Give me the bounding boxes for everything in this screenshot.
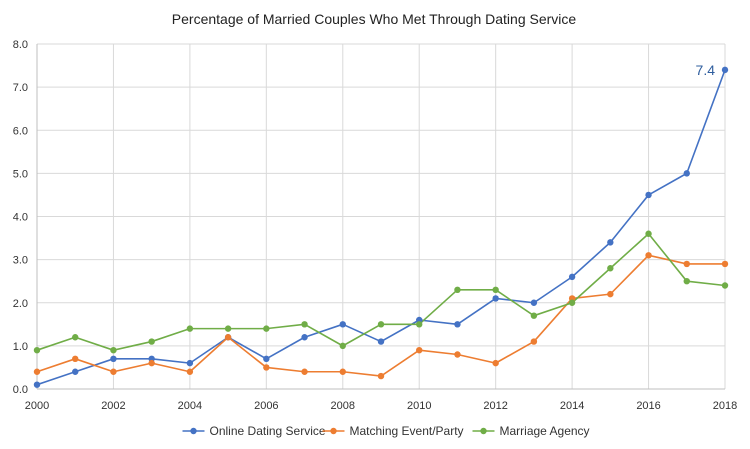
data-point-matching-event-party	[416, 346, 423, 354]
data-point-online-dating-service	[492, 295, 499, 302]
x-axis-ticks: 2000 2002 2004 2006 2008 2010 2012 2014 2016 2018	[25, 400, 737, 412]
x-tick-label: 2018	[713, 400, 737, 412]
data-point-online-dating-service	[568, 273, 576, 281]
data-point-marriage-agency	[339, 342, 346, 350]
data-point-marriage-agency	[454, 286, 461, 294]
x-tick-label: 2000	[25, 400, 49, 412]
data-point-matching-event-party	[377, 372, 385, 380]
y-tick-label: 7.0	[13, 82, 28, 94]
data-point-marriage-agency	[645, 230, 652, 237]
legend-item-marriage-agency: Marriage Agency	[472, 424, 590, 438]
data-point-matching-event-party	[339, 368, 346, 375]
data-point-matching-event-party	[301, 368, 308, 375]
series-line-matching-event-party	[36, 254, 725, 377]
series-line-marriage-agency	[36, 232, 726, 351]
data-point-marriage-agency	[683, 277, 690, 285]
annotations: 7.4	[696, 62, 716, 78]
data-point-marriage-agency	[530, 312, 538, 319]
x-tick-label: 2010	[407, 400, 431, 412]
y-tick-label: 1.0	[13, 341, 28, 353]
data-point-matching-event-party	[72, 355, 79, 363]
data-point-online-dating-service	[721, 66, 729, 74]
legend: Online Dating Service Matching Event/Part…	[182, 424, 590, 438]
legend-item-matching-event-party: Matching Event/Party	[322, 424, 464, 438]
legend-swatch-marker	[330, 427, 337, 435]
x-tick-label: 2002	[101, 400, 125, 412]
data-point-online-dating-service	[72, 368, 79, 375]
legend-label: Matching Event/Party	[350, 424, 464, 438]
y-tick-label: 0.0	[13, 384, 28, 396]
axes	[36, 44, 725, 390]
y-tick-label: 8.0	[13, 39, 28, 51]
data-point-matching-event-party	[492, 359, 499, 367]
data-point-online-dating-service	[33, 381, 41, 388]
data-point-online-dating-service	[339, 321, 346, 328]
chart-title: Percentage of Married Couples Who Met Th…	[172, 11, 577, 27]
y-tick-label: 5.0	[13, 168, 28, 180]
x-tick-label: 2012	[483, 400, 507, 412]
legend-item-online-dating-service: Online Dating Service	[182, 424, 326, 438]
data-point-matching-event-party	[33, 368, 41, 375]
data-point-marriage-agency	[148, 338, 155, 345]
data-point-online-dating-service	[263, 355, 270, 363]
x-tick-label: 2004	[178, 400, 202, 412]
legend-swatch-marker	[190, 427, 197, 435]
data-point-matching-event-party	[186, 368, 194, 375]
data-point-marriage-agency	[301, 321, 308, 328]
data-point-online-dating-service	[301, 334, 308, 341]
data-point-matching-event-party	[224, 334, 232, 341]
data-point-marriage-agency	[492, 286, 499, 294]
data-point-online-dating-service	[645, 191, 652, 199]
data-point-marriage-agency	[263, 325, 270, 332]
data-point-online-dating-service	[110, 355, 117, 363]
legend-swatch-marker	[480, 427, 487, 435]
data-point-matching-event-party	[683, 260, 690, 268]
data-point-online-dating-service	[530, 299, 538, 306]
data-point-marriage-agency	[416, 321, 423, 328]
data-point-matching-event-party	[721, 260, 729, 268]
legend-label: Online Dating Service	[210, 424, 326, 438]
series-points	[33, 66, 729, 388]
data-point-online-dating-service	[683, 170, 690, 177]
data-point-marriage-agency	[110, 346, 117, 354]
data-point-matching-event-party	[263, 364, 270, 371]
data-point-marriage-agency	[607, 265, 614, 272]
data-point-marriage-agency	[72, 334, 79, 341]
data-point-matching-event-party	[607, 290, 614, 298]
data-point-online-dating-service	[186, 359, 194, 367]
legend-label: Marriage Agency	[500, 424, 590, 438]
data-point-marriage-agency	[377, 321, 385, 328]
grid-lines	[37, 43, 726, 389]
data-point-matching-event-party	[454, 351, 461, 358]
x-tick-label: 2016	[636, 400, 660, 412]
data-point-online-dating-service	[607, 239, 614, 246]
x-tick-label: 2014	[560, 400, 584, 412]
data-point-marriage-agency	[568, 299, 576, 306]
data-point-matching-event-party	[645, 252, 652, 259]
data-point-marriage-agency	[224, 325, 232, 332]
series-line-online-dating-service	[36, 69, 726, 386]
data-point-marriage-agency	[721, 282, 729, 289]
series-lines	[36, 69, 726, 386]
x-tick-label: 2008	[331, 400, 355, 412]
data-point-matching-event-party	[110, 368, 117, 375]
data-point-online-dating-service	[377, 338, 385, 345]
data-point-online-dating-service	[454, 321, 461, 328]
y-tick-label: 4.0	[13, 212, 28, 224]
y-tick-label: 6.0	[13, 125, 28, 137]
data-point-matching-event-party	[148, 359, 155, 367]
data-point-marriage-agency	[33, 346, 41, 354]
data-point-marriage-agency	[186, 325, 194, 332]
x-tick-label: 2006	[254, 400, 278, 412]
y-tick-label: 3.0	[13, 255, 28, 267]
y-tick-label: 2.0	[13, 298, 28, 310]
data-label: 7.4	[696, 62, 716, 78]
y-axis-ticks: 0.0 1.0 2.0 3.0 4.0 5.0 6.0 7.0 8.0	[13, 39, 28, 396]
data-point-matching-event-party	[530, 338, 538, 345]
